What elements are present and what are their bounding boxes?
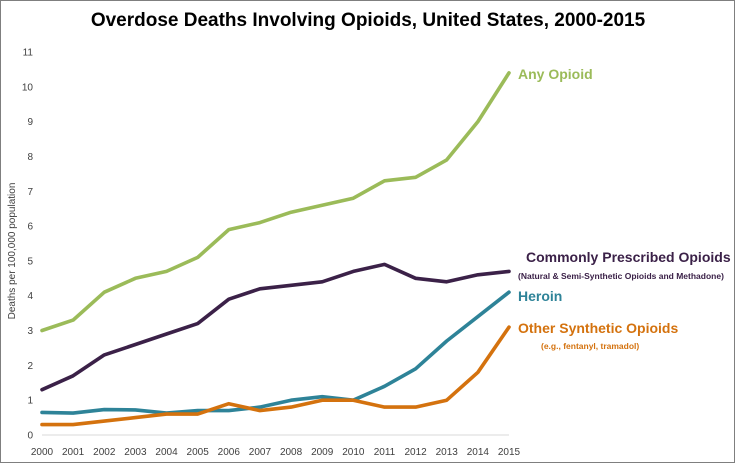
y-axis-label: Deaths per 100,000 population	[7, 183, 18, 320]
y-tick-label: 4	[27, 291, 33, 302]
x-tick-label: 2001	[62, 447, 85, 458]
x-tick-label: 2012	[404, 447, 427, 458]
label-synthetic-opioids: Other Synthetic Opioids	[518, 320, 678, 336]
label-prescribed-opioids: Commonly Prescribed Opioids	[526, 249, 731, 265]
line-any-opioid	[40, 71, 511, 333]
x-tick-label: 2005	[187, 447, 210, 458]
axes: 0 1 2 3 4 5 6 7 8 9 10 11 2000 2001 2002 2003 2004 2005 20…	[22, 48, 521, 459]
y-tick-label: 0	[27, 431, 33, 442]
label-heroin: Heroin	[518, 288, 562, 304]
line-heroin	[40, 290, 511, 415]
x-tick-label: 2015	[498, 447, 521, 458]
y-tick-label: 2	[27, 361, 33, 372]
y-tick-label: 1	[27, 396, 33, 407]
x-tick-label: 2006	[218, 447, 241, 458]
line-synthetic-opioids	[40, 325, 511, 427]
y-tick-label: 6	[27, 222, 33, 233]
x-tick-label: 2014	[467, 447, 490, 458]
x-tick-label: 2002	[93, 447, 116, 458]
y-tick-label: 10	[22, 82, 34, 93]
sublabel-synthetic-opioids: (e.g., fentanyl, tramadol)	[541, 341, 639, 351]
x-tick-label: 2009	[311, 447, 334, 458]
series-labels: Any Opioid Commonly Prescribed Opioids (…	[518, 66, 731, 351]
y-tick-label: 5	[27, 256, 33, 267]
y-tick-label: 7	[27, 187, 33, 198]
y-tick-label: 3	[27, 326, 33, 337]
x-tick-label: 2010	[342, 447, 365, 458]
x-tick-label: 2003	[124, 447, 147, 458]
y-tick-label: 9	[27, 117, 33, 128]
x-tick-label: 2011	[374, 447, 396, 458]
x-tick-label: 2008	[280, 447, 303, 458]
x-tick-label: 2007	[249, 447, 272, 458]
y-tick-label: 11	[23, 48, 34, 59]
x-tick-label: 2004	[155, 447, 178, 458]
series-lines	[40, 71, 511, 427]
label-any-opioid: Any Opioid	[518, 66, 593, 82]
sublabel-prescribed-opioids: (Natural & Semi-Synthetic Opioids and Me…	[518, 271, 724, 281]
y-tick-label: 8	[27, 152, 33, 163]
line-prescribed-opioids	[40, 262, 511, 392]
x-tick-label: 2013	[436, 447, 459, 458]
x-tick-label: 2000	[31, 447, 54, 458]
chart-title: Overdose Deaths Involving Opioids, Unite…	[91, 10, 646, 31]
